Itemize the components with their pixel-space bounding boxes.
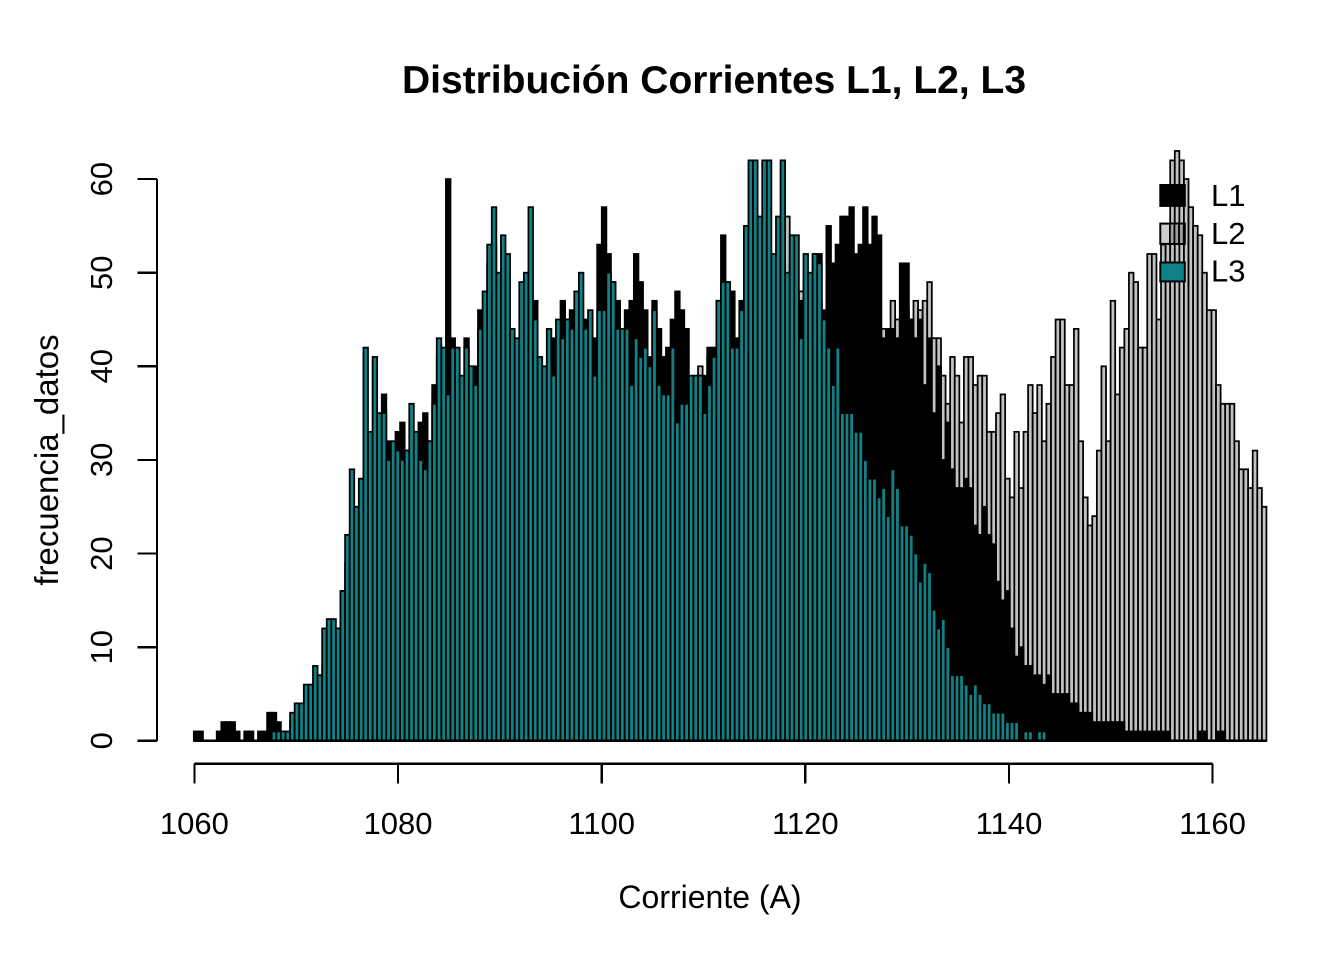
svg-text:10: 10 <box>84 630 119 664</box>
svg-text:1140: 1140 <box>976 806 1043 841</box>
svg-text:1120: 1120 <box>772 806 839 841</box>
svg-text:L3: L3 <box>1211 253 1245 288</box>
svg-text:Corriente (A): Corriente (A) <box>618 879 801 915</box>
svg-text:20: 20 <box>84 536 119 570</box>
svg-text:1080: 1080 <box>364 806 433 841</box>
svg-text:1160: 1160 <box>1179 806 1246 841</box>
svg-text:L2: L2 <box>1211 216 1245 251</box>
svg-text:frecuencia_datos: frecuencia_datos <box>28 334 65 585</box>
svg-text:1100: 1100 <box>568 806 635 841</box>
svg-text:30: 30 <box>84 443 119 477</box>
svg-text:L1: L1 <box>1211 178 1245 213</box>
svg-text:50: 50 <box>84 255 119 289</box>
svg-text:Distribución Corrientes L1, L2: Distribución Corrientes L1, L2, L3 <box>402 59 1026 102</box>
svg-text:1060: 1060 <box>160 806 229 841</box>
svg-text:0: 0 <box>84 732 119 749</box>
svg-text:40: 40 <box>84 349 119 383</box>
svg-text:60: 60 <box>84 162 119 196</box>
